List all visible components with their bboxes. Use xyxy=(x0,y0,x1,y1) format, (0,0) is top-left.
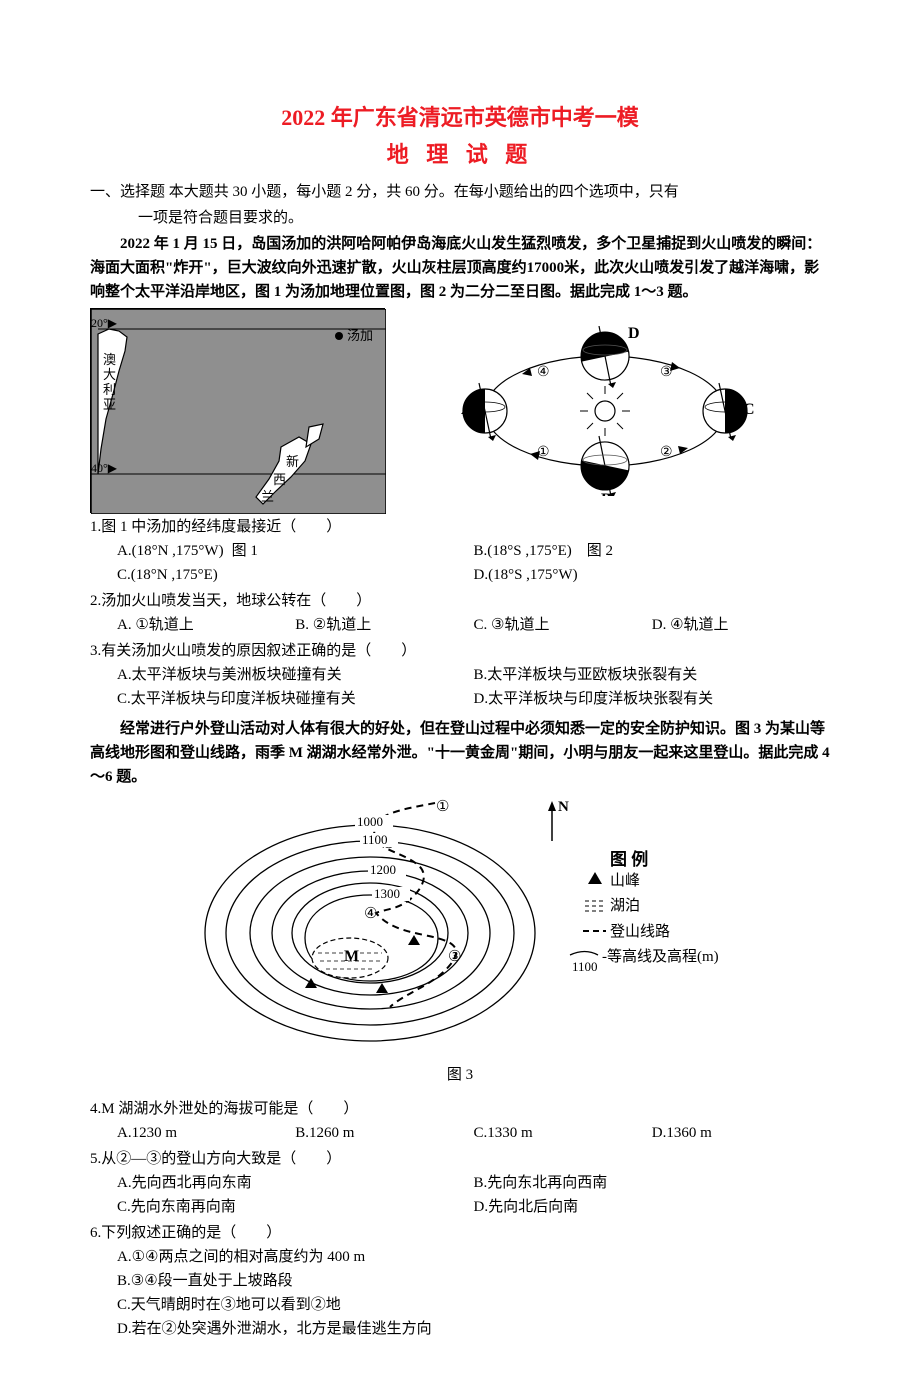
q2-opt-b: B. ②轨道上 xyxy=(295,613,473,637)
question-6: 6.下列叙述正确的是（ ） xyxy=(90,1221,830,1245)
contour-map: M ① ② ③ ④ 1000 1100 1200 1300 N xyxy=(190,793,730,1051)
q2-opt-a: A. ①轨道上 xyxy=(117,613,295,637)
map-figure: 汤加 20°▶ 40°▶ 澳 大 利 亚 新 西 兰 xyxy=(90,308,385,513)
svg-text:1200: 1200 xyxy=(370,862,396,877)
q5-opt-b: B.先向东北再向西南 xyxy=(474,1171,831,1195)
q2-options: A. ①轨道上 B. ②轨道上 C. ③轨道上 D. ④轨道上 xyxy=(90,613,830,637)
svg-text:-等高线及高程(m): -等高线及高程(m) xyxy=(602,947,719,965)
q3-opt-a: A.太平洋板块与美洲板块碰撞有关 xyxy=(117,663,474,687)
svg-text:1100: 1100 xyxy=(362,832,388,847)
q4-opt-b: B.1260 m xyxy=(295,1121,473,1145)
figure-1: 汤加 20°▶ 40°▶ 澳 大 利 亚 新 西 兰 xyxy=(90,308,385,513)
svg-text:亚: 亚 xyxy=(103,397,116,412)
q5-options: A.先向西北再向东南 B.先向东北再向西南 C.先向东南再向南 D.先向北后向南 xyxy=(90,1171,830,1219)
fig2-caption: 图 2 xyxy=(587,543,613,559)
svg-text:②: ② xyxy=(660,445,673,460)
q6-options: A.①④两点之间的相对高度约为 400 m B.③④段一直处于上坡路段 C.天气… xyxy=(90,1245,830,1341)
svg-text:M: M xyxy=(344,948,359,965)
q6-opt-d: D.若在②处突遇外泄湖水，北方是最佳逃生方向 xyxy=(117,1317,830,1341)
svg-text:①: ① xyxy=(436,799,449,815)
svg-text:利: 利 xyxy=(103,382,116,397)
svg-text:澳: 澳 xyxy=(103,352,116,367)
svg-text:兰: 兰 xyxy=(261,489,274,504)
q3-opt-d: D.太平洋板块与印度洋板块张裂有关 xyxy=(474,687,831,711)
q5-opt-a: A.先向西北再向东南 xyxy=(117,1171,474,1195)
q4-opt-c: C.1330 m xyxy=(474,1121,652,1145)
q3-opt-c: C.太平洋板块与印度洋板块碰撞有关 xyxy=(117,687,474,711)
svg-text:图 例: 图 例 xyxy=(610,849,648,869)
svg-text:C: C xyxy=(743,401,755,418)
q4-opt-a: A.1230 m xyxy=(117,1121,295,1145)
q6-opt-a: A.①④两点之间的相对高度约为 400 m xyxy=(117,1245,830,1269)
svg-text:N: N xyxy=(558,799,569,815)
q1-opt-a: A.(18°N ,175°W) 图 1 xyxy=(117,539,474,563)
q6-opt-b: B.③④段一直处于上坡路段 xyxy=(117,1269,830,1293)
orbit-diagram: A C B xyxy=(455,326,755,496)
title-main: 2022 年广东省清远市英德市中考一模 xyxy=(90,100,830,135)
q3-opt-b: B.太平洋板块与亚欧板块张裂有关 xyxy=(474,663,831,687)
svg-text:④: ④ xyxy=(537,365,550,380)
svg-text:B: B xyxy=(601,491,612,496)
svg-text:40°▶: 40°▶ xyxy=(91,461,118,475)
q1-opt-b: B.(18°S ,175°E) 图 2 xyxy=(474,539,831,563)
question-4: 4.M 湖湖水外泄处的海拔可能是（ ） xyxy=(90,1097,830,1121)
svg-text:1000: 1000 xyxy=(357,814,383,829)
svg-text:A: A xyxy=(461,401,473,418)
q1-opt-d: D.(18°S ,175°W) xyxy=(474,563,831,587)
q1-a-text: A.(18°N ,175°W) xyxy=(117,543,224,559)
q1-b-text: B.(18°S ,175°E) xyxy=(474,543,572,559)
fig3-caption: 图 3 xyxy=(90,1063,830,1087)
svg-text:③: ③ xyxy=(448,949,461,965)
svg-text:20°▶: 20°▶ xyxy=(91,316,118,330)
svg-text:山峰: 山峰 xyxy=(610,872,640,889)
figure-row-1: 汤加 20°▶ 40°▶ 澳 大 利 亚 新 西 兰 xyxy=(90,308,830,513)
q2-opt-d: D. ④轨道上 xyxy=(652,613,830,637)
section-header-line2: 一项是符合题目要求的。 xyxy=(90,206,830,230)
q4-opt-d: D.1360 m xyxy=(652,1121,830,1145)
svg-text:西: 西 xyxy=(273,472,286,487)
figure-3-wrap: M ① ② ③ ④ 1000 1100 1200 1300 N xyxy=(90,793,830,1087)
svg-text:③: ③ xyxy=(660,365,673,380)
question-5: 5.从②—③的登山方向大致是（ ） xyxy=(90,1147,830,1171)
q3-options: A.太平洋板块与美洲板块碰撞有关 B.太平洋板块与亚欧板块张裂有关 C.太平洋板… xyxy=(90,663,830,711)
svg-text:1300: 1300 xyxy=(374,886,400,901)
q6-opt-c: C.天气晴朗时在③地可以看到②地 xyxy=(117,1293,830,1317)
svg-text:④: ④ xyxy=(364,906,377,922)
question-1: 1.图 1 中汤加的经纬度最接近（ ） xyxy=(90,515,830,539)
q2-opt-c: C. ③轨道上 xyxy=(474,613,652,637)
fig1-caption: 图 1 xyxy=(232,543,258,559)
svg-text:1100: 1100 xyxy=(572,959,598,974)
passage-1: 2022 年 1 月 15 日，岛国汤加的洪阿哈阿帕伊岛海底火山发生猛烈喷发，多… xyxy=(90,232,830,304)
passage-2: 经常进行户外登山活动对人体有很大的好处，但在登山过程中必须知悉一定的安全防护知识… xyxy=(90,717,830,789)
svg-text:湖泊: 湖泊 xyxy=(610,897,640,914)
title-sub: 地 理 试 题 xyxy=(90,137,830,172)
svg-text:大: 大 xyxy=(103,367,116,382)
q1-options: A.(18°N ,175°W) 图 1 B.(18°S ,175°E) 图 2 C… xyxy=(90,539,830,587)
q4-options: A.1230 m B.1260 m C.1330 m D.1360 m xyxy=(90,1121,830,1145)
svg-text:①: ① xyxy=(537,445,550,460)
svg-text:D: D xyxy=(628,326,640,342)
svg-text:汤加: 汤加 xyxy=(347,328,373,343)
section-header-line1: 一、选择题 本大题共 30 小题，每小题 2 分，共 60 分。在每小题给出的四… xyxy=(90,180,830,204)
question-2: 2.汤加火山喷发当天，地球公转在（ ） xyxy=(90,589,830,613)
figure-2: A C B xyxy=(395,326,755,496)
q5-opt-d: D.先向北后向南 xyxy=(474,1195,831,1219)
svg-text:新: 新 xyxy=(286,454,299,469)
q1-opt-c: C.(18°N ,175°E) xyxy=(117,563,474,587)
svg-text:登山线路: 登山线路 xyxy=(610,923,670,940)
question-3: 3.有关汤加火山喷发的原因叙述正确的是（ ） xyxy=(90,639,830,663)
q5-opt-c: C.先向东南再向南 xyxy=(117,1195,474,1219)
